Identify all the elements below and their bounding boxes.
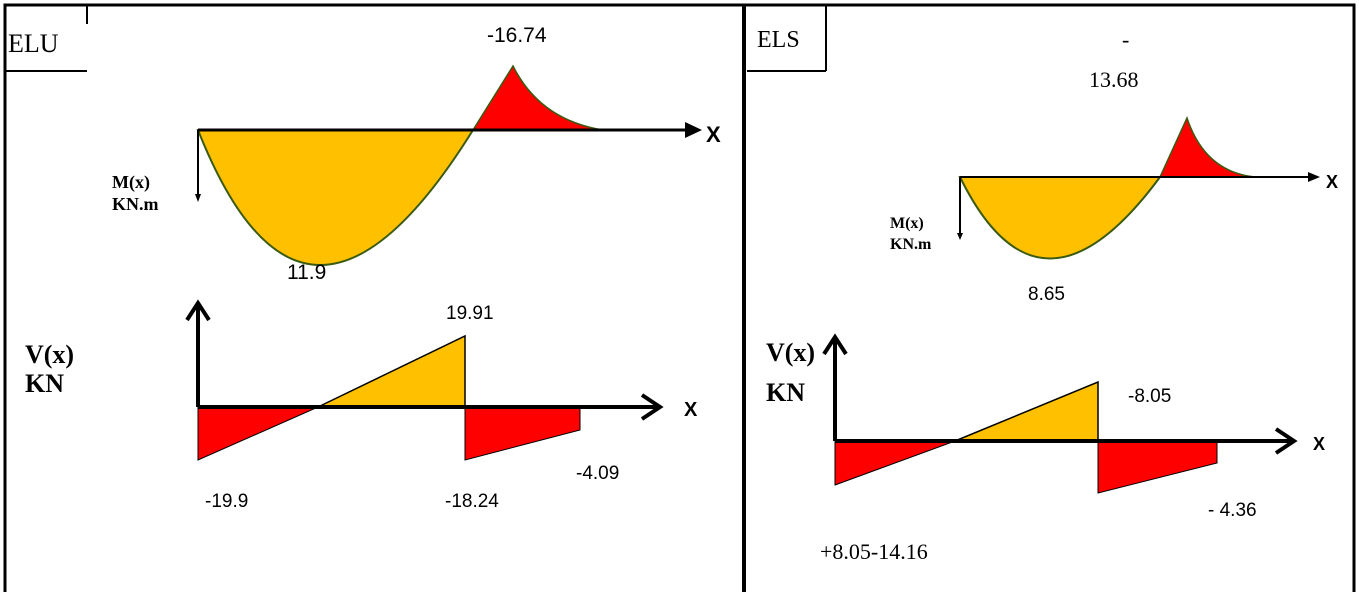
els-moment-max-positive: 8.65	[1028, 284, 1065, 305]
els-shear-axis-label: X	[1313, 434, 1325, 454]
elu-shear-diagram: X V(x) KN 19.91 -19.9 -18.24 -4.09	[25, 299, 698, 512]
els-shear-positive	[954, 380, 1099, 442]
els-panel: ELS X M(x) KN.m 8.65 - 13.68 X	[747, 5, 1338, 564]
elu-shear-axis-label: X	[684, 399, 698, 421]
elu-shear-right-negative	[464, 406, 581, 461]
els-shear-label-end: - 4.36	[1208, 500, 1257, 521]
els-shear-label-left: +8.05-14.16	[820, 539, 928, 564]
elu-moment-max-negative: -16.74	[487, 24, 547, 47]
elu-moment-positive-area	[196, 129, 475, 266]
els-moment-max-negative-2: 13.68	[1089, 67, 1139, 92]
elu-label: ELU	[8, 29, 59, 58]
els-moment-max-negative-1: -	[1122, 27, 1129, 52]
elu-moment-unit-1: M(x)	[112, 172, 150, 193]
els-moment-negative-area	[1158, 115, 1256, 178]
els-moment-y-arrow-icon	[957, 233, 963, 240]
els-label-box: ELS	[747, 5, 827, 72]
elu-shear-positive	[317, 334, 466, 408]
elu-shear-x-arrow-icon	[640, 393, 664, 421]
elu-shear-label-left: -19.9	[205, 491, 248, 512]
els-shear-x-arrow-icon	[1274, 427, 1298, 455]
els-moment-positive-area	[958, 176, 1162, 260]
elu-panel: ELU X M(x) KN.m 11.9 -16.74 X V(x)	[5, 5, 721, 512]
elu-shear-left-negative	[197, 406, 319, 461]
els-moment-unit-2: KN.m	[890, 236, 932, 253]
elu-moment-max-positive: 11.9	[287, 261, 326, 284]
els-label: ELS	[757, 27, 800, 53]
els-shear-label-peak: -8.05	[1128, 386, 1171, 407]
els-moment-axis-label: X	[1326, 172, 1338, 192]
elu-shear-unit-1: V(x)	[25, 340, 74, 369]
elu-moment-negative-area	[471, 64, 604, 131]
elu-shear-unit-2: KN	[25, 369, 64, 398]
els-shear-y-arrow-icon	[822, 333, 848, 356]
els-shear-unit-1: V(x)	[766, 338, 815, 367]
elu-moment-diagram: X M(x) KN.m 11.9 -16.74	[112, 24, 721, 284]
elu-moment-x-arrow-icon	[685, 122, 702, 138]
elu-shear-label-end: -4.09	[576, 463, 619, 484]
elu-shear-y-arrow-icon	[185, 299, 211, 322]
table-frame	[3, 3, 1356, 592]
els-moment-x-arrow-icon	[1308, 172, 1320, 182]
els-shear-left-negative	[834, 440, 956, 486]
elu-shear-label-peak: 19.91	[446, 303, 494, 324]
elu-moment-unit-2: KN.m	[112, 194, 159, 214]
els-moment-unit-1: M(x)	[890, 215, 924, 232]
els-shear-unit-2: KN	[766, 378, 805, 407]
els-moment-diagram: X M(x) KN.m 8.65 - 13.68	[890, 27, 1338, 305]
els-shear-diagram: X V(x) KN -8.05 +8.05-14.16 - 4.36	[766, 333, 1325, 564]
elu-moment-y-arrow-icon	[195, 194, 201, 202]
els-shear-right-negative	[1097, 440, 1218, 494]
elu-moment-axis-label: X	[706, 122, 721, 147]
elu-shear-label-drop: -18.24	[445, 491, 499, 512]
elu-label-box: ELU	[5, 5, 88, 72]
